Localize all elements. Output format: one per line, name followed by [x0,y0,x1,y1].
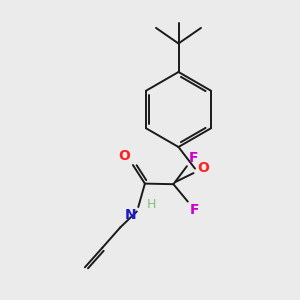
Text: N: N [124,208,136,222]
Text: O: O [118,149,130,163]
Text: H: H [147,197,156,211]
Text: O: O [197,161,209,175]
Text: F: F [190,203,199,217]
Text: F: F [189,151,198,165]
